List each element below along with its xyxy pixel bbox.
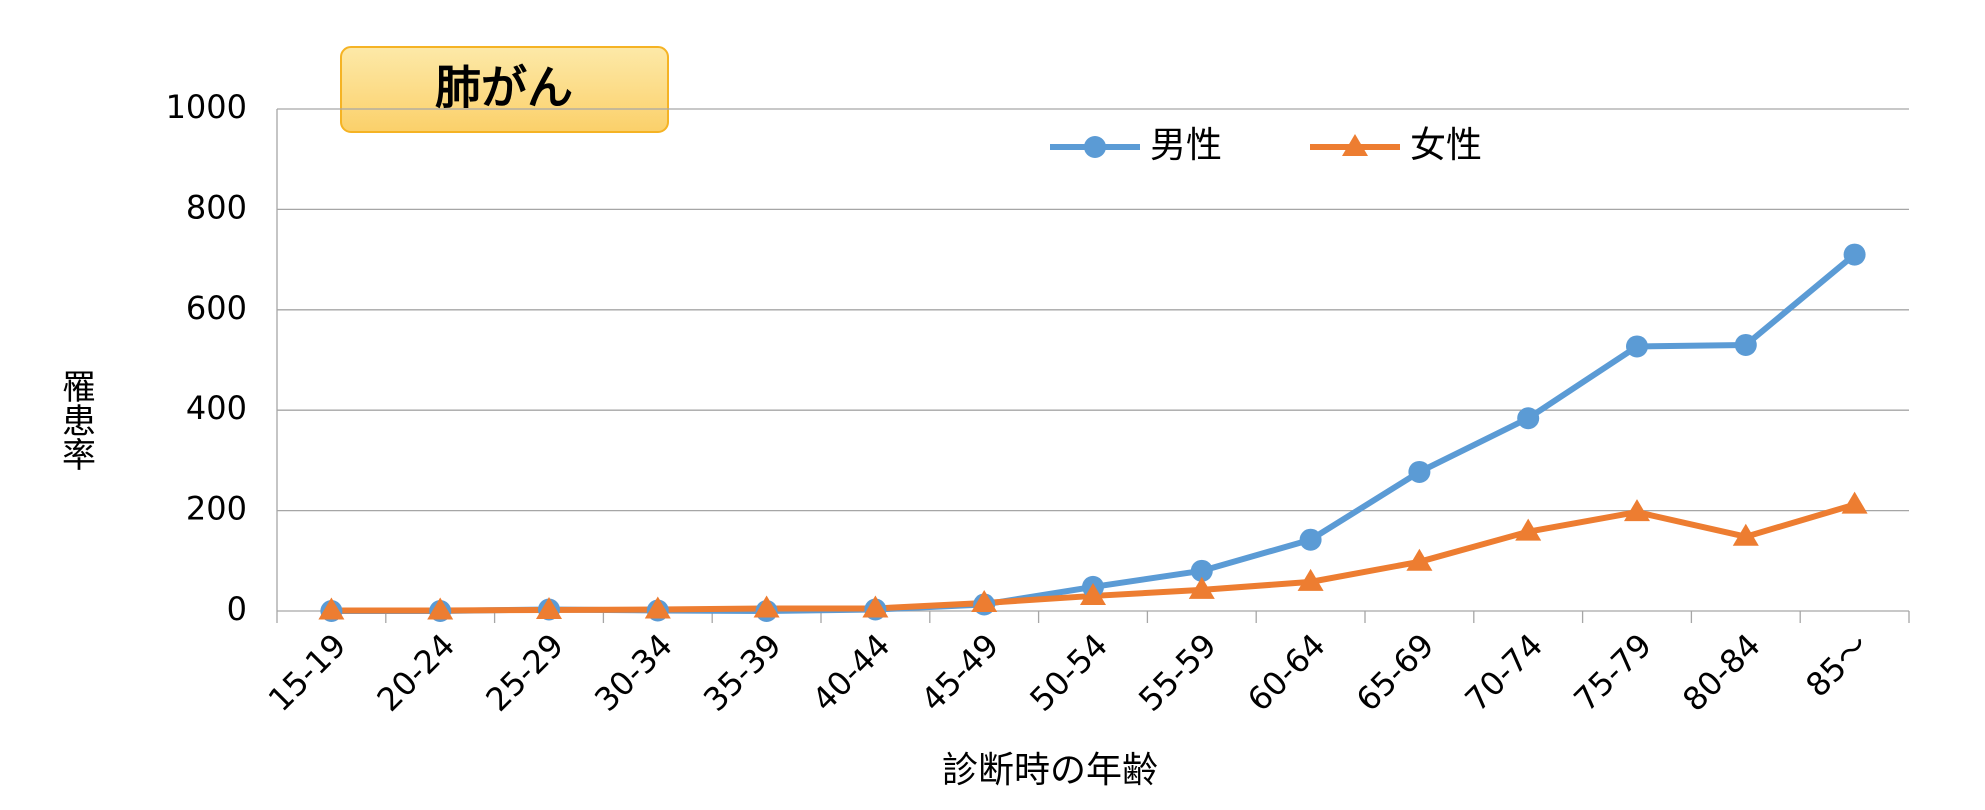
data-point <box>1515 518 1542 541</box>
legend-label: 女性 <box>1410 125 1482 166</box>
x-tick-label: 65-69 <box>1349 626 1442 719</box>
x-tick-label: 80-84 <box>1675 626 1768 719</box>
x-tick-label: 55-59 <box>1131 626 1224 719</box>
x-tick-label: 30-34 <box>587 626 680 719</box>
data-point <box>318 597 345 620</box>
y-axis-label: 罹患率 <box>56 369 96 471</box>
data-point <box>1190 559 1213 582</box>
x-tick-label: 35-39 <box>696 626 789 719</box>
x-axis-label: 診断時の年齢 <box>942 750 1158 791</box>
data-point <box>753 595 780 618</box>
data-point <box>1517 407 1540 430</box>
legend-marker <box>1084 136 1106 158</box>
x-tick-label: 60-64 <box>1240 626 1333 719</box>
y-tick-label: 400 <box>186 389 247 427</box>
data-point <box>1626 335 1648 358</box>
data-point <box>862 595 889 618</box>
y-tick-label: 600 <box>186 289 247 327</box>
x-tick-label: 40-44 <box>805 626 898 719</box>
x-tick-label: 50-54 <box>1022 626 1115 719</box>
data-point <box>644 596 671 619</box>
title-box <box>340 46 669 133</box>
series-line <box>331 252 1857 614</box>
data-point <box>1299 528 1322 551</box>
data-point <box>971 589 998 612</box>
data-point <box>1406 548 1433 571</box>
data-point <box>536 596 562 619</box>
data-point <box>1188 576 1215 599</box>
data-point <box>1408 460 1431 483</box>
data-point <box>427 597 454 620</box>
data-point <box>1732 523 1759 546</box>
x-tick-label: 25-29 <box>478 626 571 719</box>
data-point <box>1841 491 1868 514</box>
x-tick-label: 85〜 <box>1798 626 1876 704</box>
y-tick-label: 0 <box>227 590 247 628</box>
x-tick-label: 70-74 <box>1458 626 1551 719</box>
data-point <box>1734 333 1757 356</box>
data-point <box>1080 582 1106 605</box>
data-point <box>1843 243 1866 266</box>
y-tick-label: 1000 <box>166 88 247 126</box>
x-tick-label: 15-19 <box>261 626 354 719</box>
x-tick-label: 45-49 <box>914 626 1007 719</box>
data-point <box>1297 568 1324 591</box>
legend-marker <box>1342 134 1368 156</box>
legend-label: 男性 <box>1150 125 1222 166</box>
chart-title: 肺がん <box>435 61 573 115</box>
x-tick-label: 75-79 <box>1566 626 1659 719</box>
data-point <box>1624 499 1650 522</box>
y-tick-label: 200 <box>186 490 247 528</box>
y-tick-label: 800 <box>186 188 247 226</box>
x-tick-label: 20-24 <box>370 626 463 719</box>
